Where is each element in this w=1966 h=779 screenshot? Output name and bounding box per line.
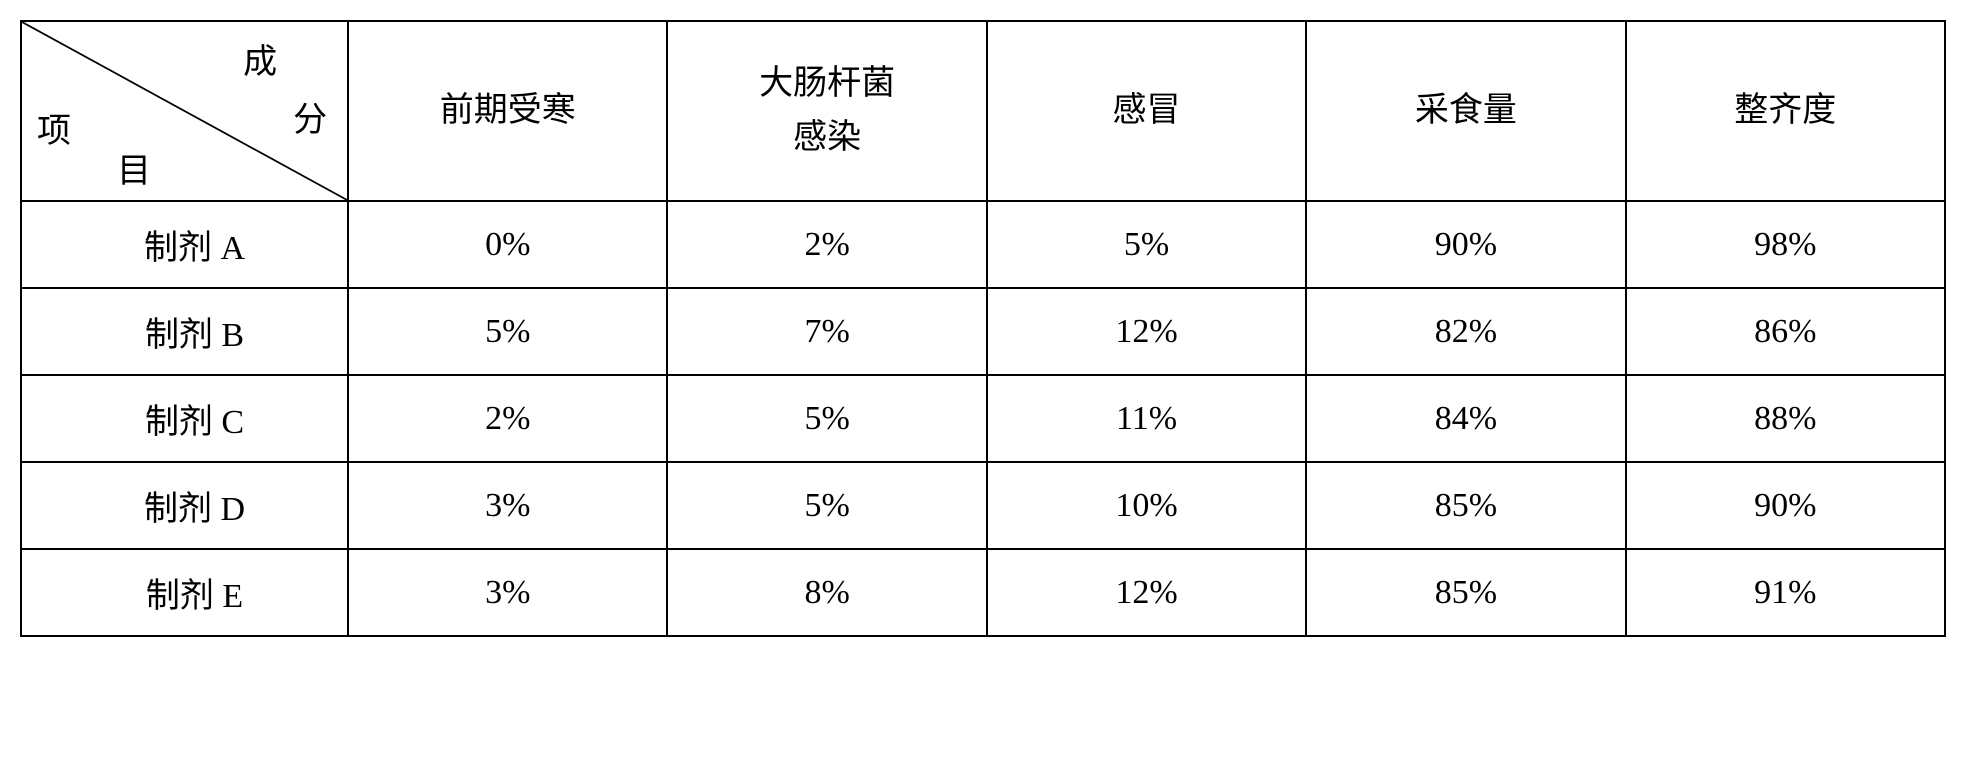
table-cell: 2% [348,375,667,462]
table-cell: 5% [987,201,1306,288]
table-cell: 5% [667,462,986,549]
table-cell: 5% [667,375,986,462]
row-label: 制剂 B [21,288,348,375]
table-header-row: 成 分 项 目 前期受寒 大肠杆菌 感染 感冒 采食量 整齐度 [21,21,1945,201]
column-header: 前期受寒 [348,21,667,201]
table-cell: 82% [1306,288,1625,375]
row-label: 制剂 A [21,201,348,288]
table-cell: 12% [987,549,1306,636]
diagonal-top-label-2: 分 [293,92,327,141]
row-label: 制剂 E [21,549,348,636]
table-cell: 7% [667,288,986,375]
table-cell: 86% [1626,288,1945,375]
table-cell: 90% [1306,201,1625,288]
table-cell: 8% [667,549,986,636]
table-cell: 2% [667,201,986,288]
column-header-label: 前期受寒 [440,92,576,129]
table-row: 制剂 B 5% 7% 12% 82% 86% [21,288,1945,375]
column-header-label: 采食量 [1415,92,1517,129]
row-label: 制剂 C [21,375,348,462]
table-row: 制剂 A 0% 2% 5% 90% 98% [21,201,1945,288]
column-header-label: 感冒 [1113,92,1181,129]
column-header-label: 整齐度 [1734,92,1836,129]
table-cell: 85% [1306,462,1625,549]
table-cell: 91% [1626,549,1945,636]
column-header: 采食量 [1306,21,1625,201]
column-header: 感冒 [987,21,1306,201]
diagonal-header-cell: 成 分 项 目 [21,21,348,201]
table-cell: 3% [348,549,667,636]
table-row: 制剂 D 3% 5% 10% 85% 90% [21,462,1945,549]
row-label: 制剂 D [21,462,348,549]
column-header-label-line1: 大肠杆菌 [759,65,895,102]
table-cell: 11% [987,375,1306,462]
table-row: 制剂 C 2% 5% 11% 84% 88% [21,375,1945,462]
column-header-label-line2: 感染 [793,119,861,156]
diagonal-top-label-1: 成 [243,34,277,83]
table-cell: 88% [1626,375,1945,462]
table-cell: 0% [348,201,667,288]
column-header: 大肠杆菌 感染 [667,21,986,201]
table-cell: 85% [1306,549,1625,636]
diagonal-bottom-label-2: 目 [117,143,151,192]
table-cell: 84% [1306,375,1625,462]
table-cell: 90% [1626,462,1945,549]
column-header: 整齐度 [1626,21,1945,201]
table-cell: 3% [348,462,667,549]
formulation-comparison-table: 成 分 项 目 前期受寒 大肠杆菌 感染 感冒 采食量 整齐度 [20,20,1946,637]
table-cell: 10% [987,462,1306,549]
diagonal-bottom-label-1: 项 [37,103,71,152]
table-row: 制剂 E 3% 8% 12% 85% 91% [21,549,1945,636]
table-cell: 12% [987,288,1306,375]
table-cell: 98% [1626,201,1945,288]
table-cell: 5% [348,288,667,375]
